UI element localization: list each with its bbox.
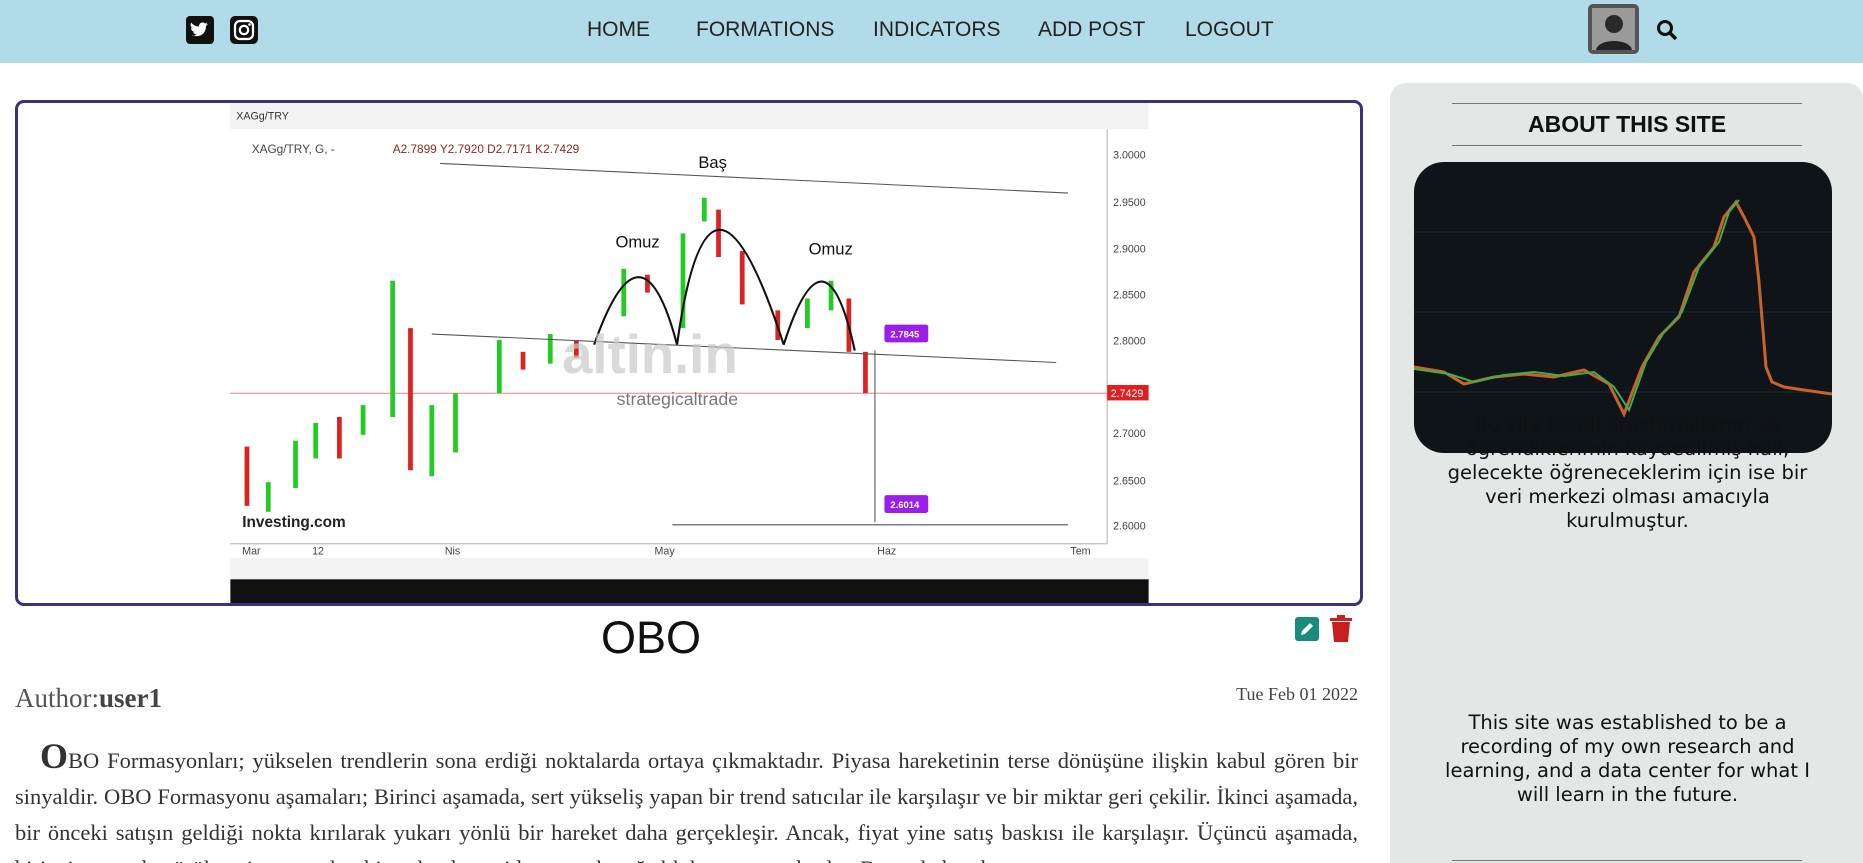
image-text: strategicaltrade [617,389,739,409]
edit-button[interactable] [1295,617,1319,641]
image-text: Nis [445,545,460,557]
search-icon[interactable] [1656,19,1678,41]
image-text: 2.8500 [1113,289,1146,301]
nav-link[interactable]: HOME [587,18,650,41]
twitter-icon[interactable] [186,16,214,44]
image-text: 2.7845 [890,330,919,341]
instagram-icon[interactable] [230,16,258,44]
post-title: OBO [600,612,702,663]
nav-link[interactable]: FORMATIONS [696,18,835,41]
image-text: 3.0000 [1113,150,1146,162]
post-image: XAGg/TRY XAGg/TRY, G, - A2.7899 Y2.7920 … [230,103,1149,603]
image-text: Haz [877,545,896,557]
author-name: user1 [99,683,162,713]
image-text: Mar [242,545,261,557]
sidebar-image [1414,162,1832,453]
image-text: 12 [312,545,324,557]
image-text: 2.9000 [1113,243,1146,255]
image-text: Omuz [809,240,853,259]
image-text: Tem [1070,545,1090,557]
image-text: 2.7429 [1111,388,1144,400]
image-text: XAGg/TRY, G, - [252,142,335,156]
image-text: 2.8000 [1113,336,1146,348]
image-text: Investing.com [242,514,345,531]
image-text: Omuz [615,233,659,252]
post-image-frame [15,100,1363,606]
post-author: Author:user1 [15,683,162,714]
post-body: OBO Formasyonları; yükselen trendlerin s… [15,736,1358,863]
post-date: Tue Feb 01 2022 [1236,684,1358,704]
nav-link[interactable]: LOGOUT [1185,18,1274,41]
watermark-logo: altin.in [562,324,738,385]
avatar[interactable] [1588,4,1639,54]
delete-button[interactable] [1330,615,1352,642]
image-text: 2.6000 [1113,521,1146,533]
image-text: A2.7899 Y2.7920 D2.7171 K2.7429 [393,142,580,156]
image-text: 2.9500 [1113,197,1146,209]
sidebar: ABOUT THIS SITE Bu site kendi araştırmal… [1390,83,1863,863]
image-text: Baş [698,153,727,172]
image-text: 2.6014 [890,500,920,511]
about-text-en: This site was established to be a record… [1445,711,1810,806]
author-label: Author: [15,683,99,713]
about-text-tr: Bu site kendi araştırmalarım ve öğrendik… [1447,413,1808,532]
navbar: HOME FORMATIONS INDICATORS ADD POST LOGO… [0,0,1863,63]
image-text: 2.6500 [1113,476,1146,488]
image-text: May [655,545,676,557]
divider [1452,860,1802,861]
sidebar-title: ABOUT THIS SITE [1452,103,1802,146]
nav-link[interactable]: INDICATORS [873,18,1001,41]
nav-link[interactable]: ADD POST [1038,18,1146,41]
image-text: 2.7000 [1113,428,1146,440]
image-text: XAGg/TRY [236,111,289,123]
